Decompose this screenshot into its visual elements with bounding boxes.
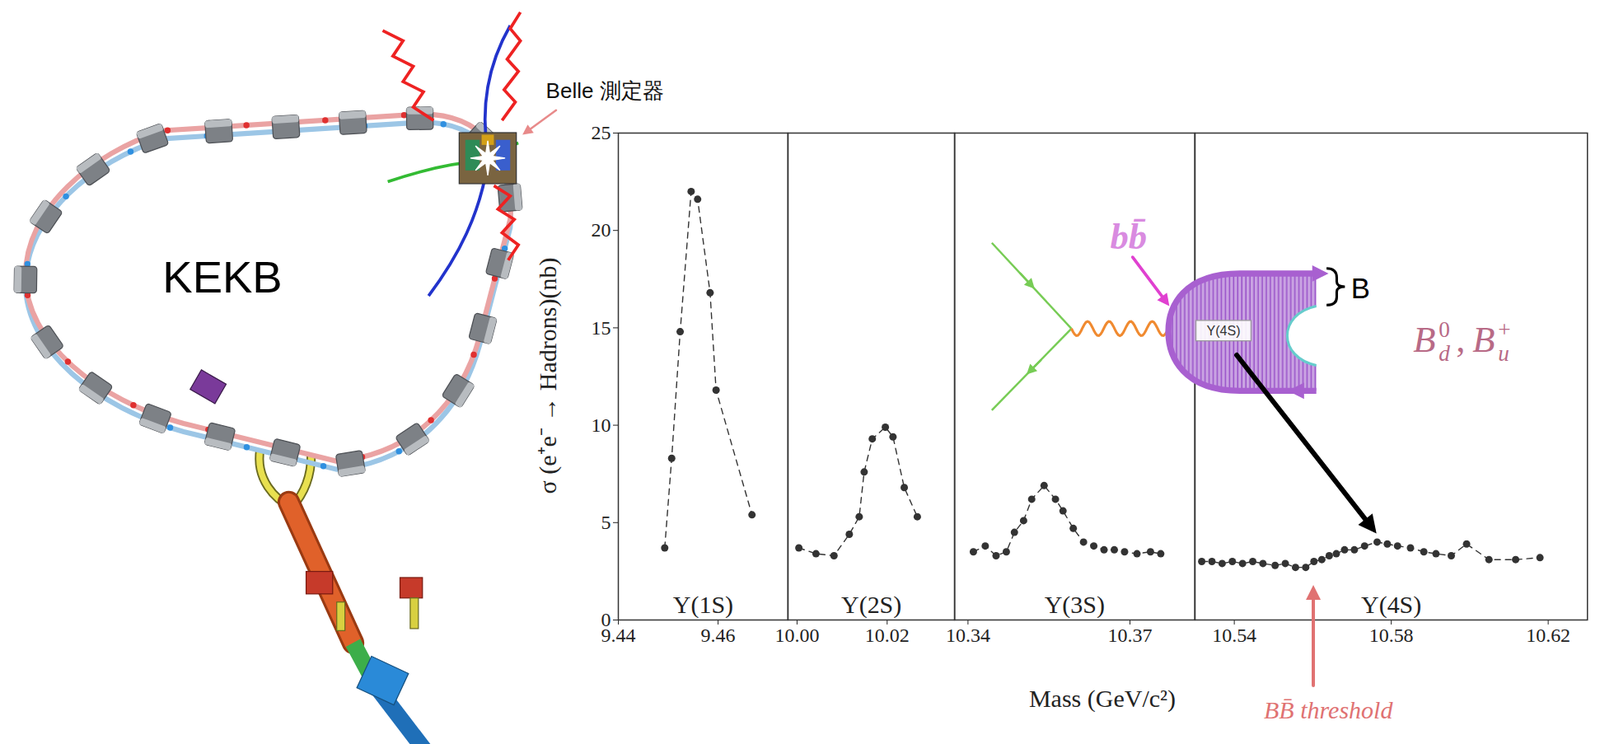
svg-text:10.62: 10.62 — [1525, 624, 1571, 646]
svg-text:10.37: 10.37 — [1108, 624, 1153, 646]
html-text:σ (e⁺e⁻ → Hadrons)(nb): σ (e⁺e⁻ → Hadrons)(nb) — [533, 257, 561, 494]
svg-text:9.44: 9.44 — [601, 624, 637, 646]
svg-text:B: B — [1412, 318, 1436, 361]
html-text:Mass (GeV/c²): Mass (GeV/c²) — [1028, 684, 1176, 712]
svg-text:Υ(2S): Υ(2S) — [841, 590, 902, 619]
svg-text:10.34: 10.34 — [945, 624, 991, 646]
svg-text:Υ(1S): Υ(1S) — [673, 590, 734, 619]
svg-text:d: d — [1438, 341, 1451, 366]
svg-text:B: B — [1472, 318, 1495, 361]
svg-text:bb̄: bb̄ — [1110, 215, 1148, 258]
svg-text:,: , — [1455, 318, 1465, 361]
svg-text:25: 25 — [591, 121, 612, 144]
svg-text:Belle 測定器: Belle 測定器 — [546, 78, 665, 103]
svg-text:BB̄ threshold: BB̄ threshold — [1263, 696, 1394, 724]
svg-text:10.54: 10.54 — [1211, 624, 1257, 646]
svg-text:B: B — [1351, 272, 1371, 305]
svg-text:10.58: 10.58 — [1368, 624, 1413, 646]
svg-text:+: + — [1497, 317, 1511, 342]
svg-text:Υ(4S): Υ(4S) — [1206, 322, 1240, 338]
svg-text:u: u — [1497, 341, 1510, 366]
svg-text:10.02: 10.02 — [865, 624, 910, 646]
svg-text:Υ(3S): Υ(3S) — [1044, 590, 1105, 619]
svg-text:0: 0 — [601, 609, 611, 631]
svg-text:0: 0 — [1438, 317, 1451, 342]
svg-text:20: 20 — [591, 219, 612, 241]
svg-text:5: 5 — [601, 511, 612, 534]
svg-text:15: 15 — [591, 317, 612, 339]
svg-text:10: 10 — [591, 414, 612, 436]
svg-text:10.00: 10.00 — [774, 624, 819, 646]
svg-text:KEKB: KEKB — [162, 252, 282, 303]
svg-text:9.46: 9.46 — [701, 624, 736, 646]
svg-text:Υ(4S): Υ(4S) — [1361, 590, 1422, 619]
